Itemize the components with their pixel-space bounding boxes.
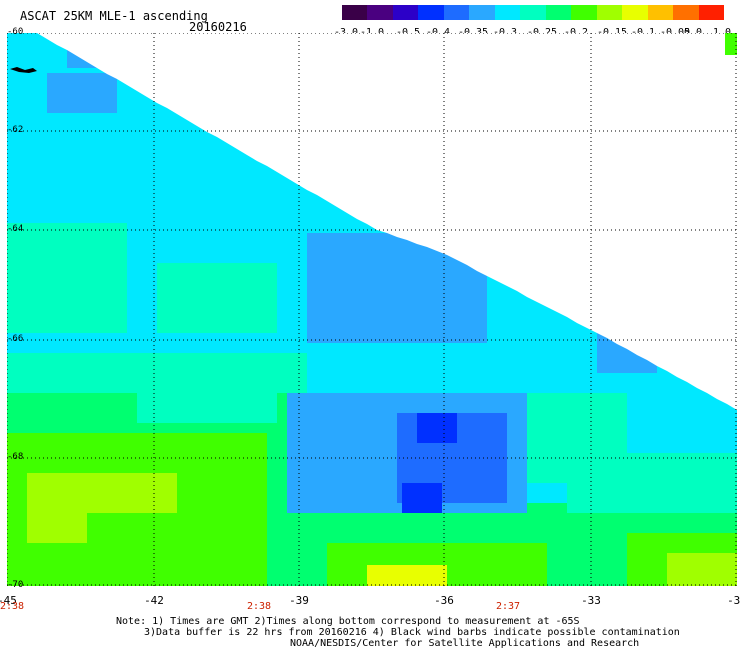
swath-aqua-patch: [137, 363, 277, 423]
longitude-label: -39: [289, 594, 309, 607]
swath-green-patch: [725, 33, 737, 55]
latitude-label: -68: [7, 452, 24, 462]
colorbar-label: -3.0: [333, 27, 359, 38]
colorbar: [342, 5, 725, 20]
latitude-label: -62: [7, 125, 24, 135]
colorbar-segment: [469, 5, 495, 20]
latitude-label: -64: [7, 224, 24, 234]
chart-date: 20160216: [189, 20, 247, 34]
latitude-label: -60: [7, 27, 24, 37]
swath-blue-core: [402, 483, 442, 513]
swath-green-patch: [367, 565, 447, 586]
time-label: 2:37: [495, 601, 521, 612]
note-line-2: 3)Data buffer is 22 hrs from 20160216 4)…: [144, 627, 680, 638]
swath-blue-core: [417, 413, 457, 443]
time-label: 2:38: [246, 601, 272, 612]
colorbar-label: -0.35: [457, 27, 489, 38]
swath-aqua-patch: [7, 223, 127, 333]
colorbar-segment: [520, 5, 546, 20]
colorbar-segment: [342, 5, 368, 20]
time-label: 2:38: [0, 601, 25, 612]
colorbar-segment: [622, 5, 648, 20]
longitude-label: -42: [144, 594, 164, 607]
colorbar-segment: [571, 5, 597, 20]
colorbar-segment: [494, 5, 521, 20]
colorbar-label: -0.4: [425, 27, 451, 38]
swath-green-patch: [667, 553, 737, 586]
longitude-label: -36: [434, 594, 454, 607]
colorbar-segment: [392, 5, 419, 20]
note-line-1: Note: 1) Times are GMT 2)Times along bot…: [116, 616, 580, 627]
latitude-label: -70: [7, 580, 24, 590]
colorbar-segment: [596, 5, 623, 20]
colorbar-segment: [418, 5, 444, 20]
colorbar-segment: [698, 5, 725, 20]
longitude-label: -30: [727, 594, 740, 607]
swath-aqua-patch: [157, 263, 277, 333]
colorbar-label: -0.25: [526, 27, 558, 38]
note-line-3: NOAA/NESDIS/Center for Satellite Applica…: [290, 638, 640, 649]
colorbar-label: 0.0: [683, 27, 703, 38]
coastline: [10, 67, 37, 73]
longitude-label: -33: [581, 594, 601, 607]
colorbar-segment: [443, 5, 470, 20]
colorbar-segment: [367, 5, 393, 20]
colorbar-segment: [545, 5, 572, 20]
colorbar-label: 1.0: [712, 27, 732, 38]
swath-blue-core: [47, 73, 117, 113]
swath-aqua-patch: [567, 453, 737, 513]
swath-green-patch: [7, 543, 127, 586]
colorbar-segment: [647, 5, 674, 20]
chart-title: ASCAT 25KM MLE-1 ascending: [20, 9, 208, 23]
colorbar-segment: [673, 5, 699, 20]
swath-blue-core: [357, 283, 447, 343]
latitude-label: -66: [7, 334, 24, 344]
swath-map: [7, 33, 737, 586]
no-data-region: [37, 33, 737, 410]
longitude-label: -45: [0, 594, 17, 607]
colorbar-label: -0.3: [492, 27, 518, 38]
